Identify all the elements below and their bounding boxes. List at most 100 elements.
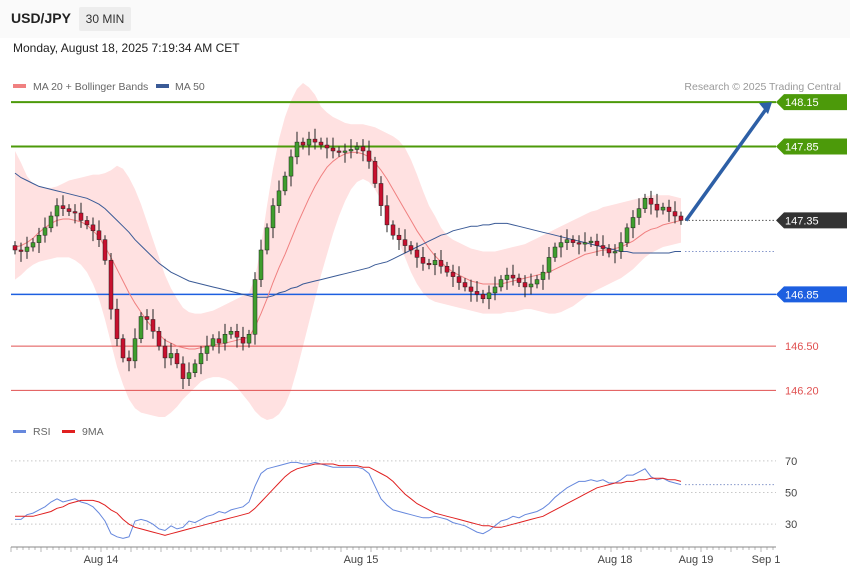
resistance-price-tag [776,94,847,111]
candle-down [96,230,102,240]
candle-down [396,234,402,240]
forecast-arrow-head [759,102,772,115]
ma50-line [14,172,681,298]
candle-down [90,224,96,232]
candle-up [540,271,546,280]
support-price-tag [776,286,847,303]
candle-down [666,206,672,212]
candle-down [336,150,342,153]
candle-up [36,234,42,243]
candle-down [438,260,444,267]
candle-up [276,190,282,206]
candles-layer [12,128,684,389]
candle-up [618,242,624,252]
candle-down [366,150,372,162]
candle-down [18,249,24,252]
minor-level-label: 146.50 [785,341,819,353]
candle-down [522,282,528,288]
symbol-title: USD/JPY [11,10,71,26]
candle-down [174,353,180,365]
candle-up [132,338,138,362]
candle-up [222,334,228,344]
candle-down [60,205,66,209]
candle-down [156,331,162,347]
datetime-label: Monday, August 18, 2025 7:19:34 AM CET [13,41,240,55]
candle-down [360,146,366,152]
copyright-text: Research © 2025 Trading Central [684,81,841,93]
candle-up [282,175,288,192]
forecast-arrow-shaft [684,108,768,222]
candle-up [534,279,540,285]
candle-down [318,141,324,146]
candle-up [558,242,564,248]
x-tick-label: Sep 1 [752,554,781,566]
x-tick-label: Aug 19 [679,554,714,566]
candle-down [234,331,240,338]
candle-up [636,208,642,218]
candle-down [390,224,396,236]
candle-down [72,211,78,214]
legend-label-ma20: MA 20 + Bollinger Bands [33,81,148,93]
candle-up [186,372,192,379]
candle-down [678,215,684,221]
candle-down [378,183,384,206]
candle-up [258,249,264,280]
candle-down [672,211,678,217]
candle-down [450,271,456,277]
candle-up [342,150,348,153]
x-tick-label: Aug 18 [598,554,633,566]
candle-down [312,138,318,143]
candle-up [528,283,534,288]
minor-level-label: 146.20 [785,385,819,397]
rsi-panel: 30 50 70 [11,456,797,539]
candle-up [252,279,258,335]
legend-label-ma50: MA 50 [175,81,205,93]
rsi-ma-line [15,463,682,536]
candle-down [570,239,576,243]
candle-down [240,336,246,344]
candle-up [306,138,312,146]
candle-down [516,277,522,283]
rsi-tick-label: 30 [785,519,797,531]
rsi-line [15,461,682,539]
candle-down [594,240,600,246]
candle-down [402,239,408,246]
levels-layer [11,101,776,391]
resistance-price-label: 148.15 [785,97,819,109]
legend-swatch-ma20 [13,84,26,88]
x-axis: Aug 14 Aug 15 Aug 18 Aug 19 Sep 1 [10,546,781,566]
candle-down [120,338,126,359]
candle-down [420,257,426,264]
candle-down [426,263,432,266]
candle-up [642,198,648,209]
last-price-tag [776,212,847,229]
candle-up [264,227,270,251]
candle-up [168,353,174,359]
candle-down [84,220,90,226]
timeframe-badge[interactable]: 30 MIN [79,7,131,31]
x-tick-label: Aug 15 [344,554,379,566]
candle-up [432,260,438,266]
price-legend: MA 20 + Bollinger Bands MA 50 Research ©… [13,81,841,93]
candle-up [660,206,666,211]
candle-down [414,249,420,258]
candle-up [54,205,60,217]
candle-down [510,274,516,279]
candle-up [498,279,504,288]
candle-up [228,331,234,335]
candle-down [606,248,612,254]
candle-down [126,357,132,362]
candle-down [384,205,390,226]
candle-down [474,291,480,295]
candle-down [150,319,156,332]
candle-down [324,144,330,149]
candle-up [42,227,48,236]
candle-down [144,316,150,320]
candle-up [246,334,252,344]
candle-up [348,149,354,152]
candle-down [180,363,186,379]
candle-up [624,227,630,243]
resistance-price-label: 147.85 [785,142,819,154]
candle-down [114,308,120,339]
